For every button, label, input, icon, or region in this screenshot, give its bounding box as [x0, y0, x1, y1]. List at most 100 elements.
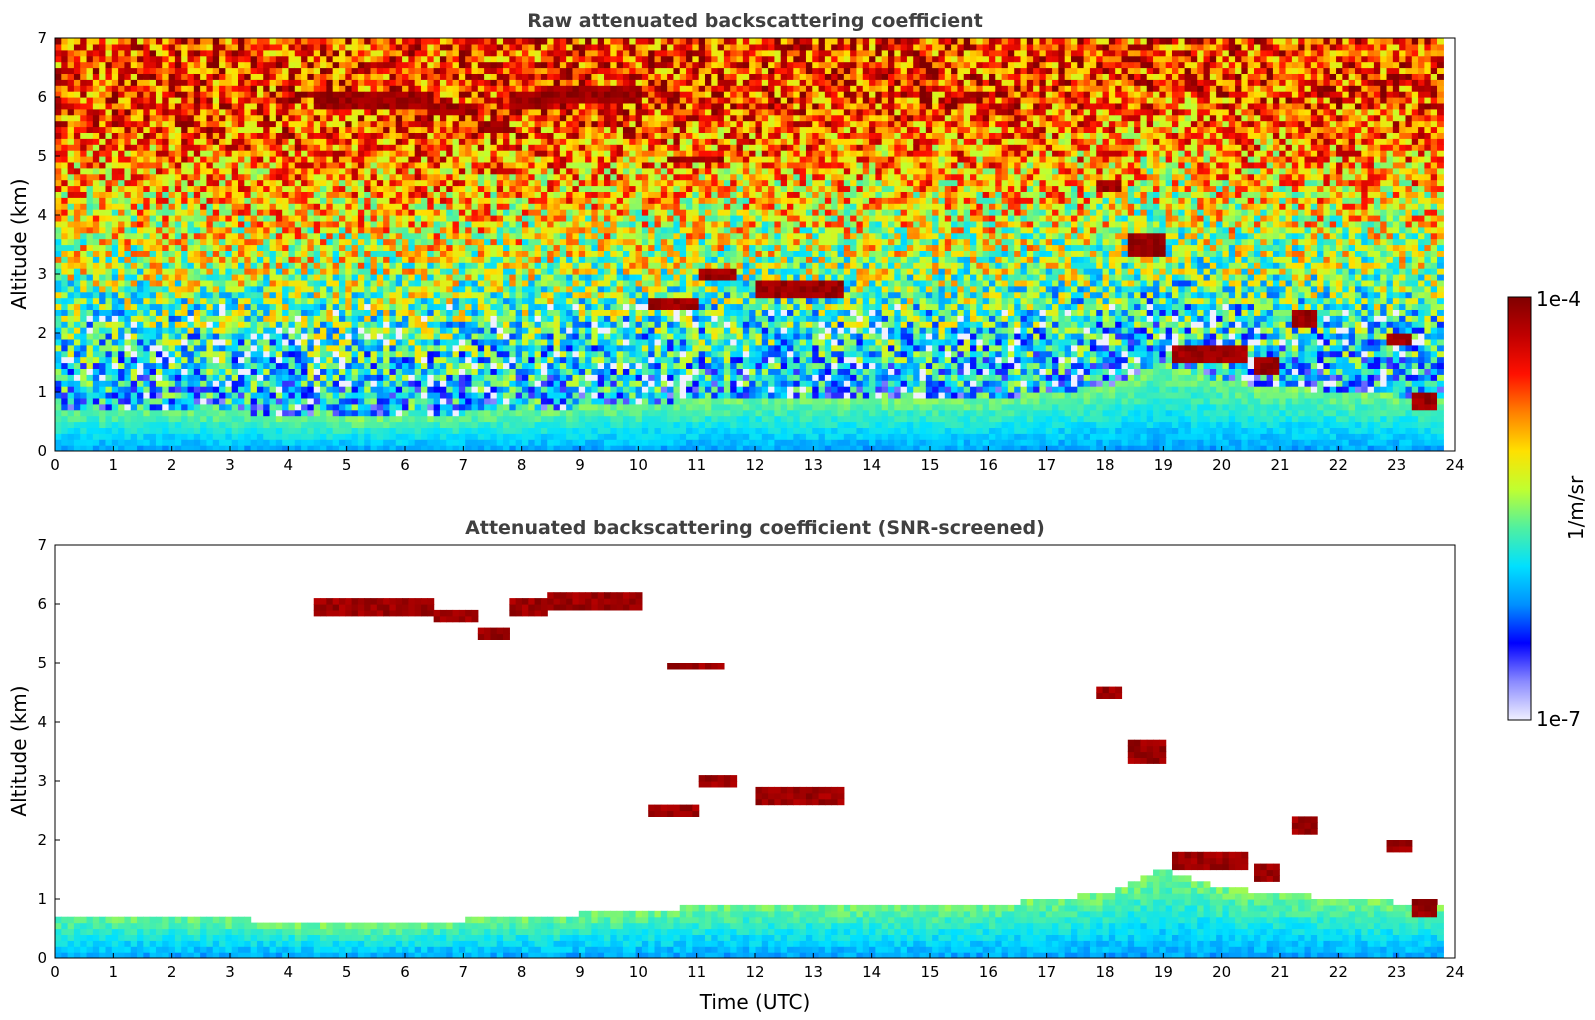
raw-heatmap-cell	[181, 150, 189, 157]
raw-heatmap-cell	[193, 297, 201, 305]
raw-heatmap-cell	[395, 285, 403, 293]
raw-heatmap-cell	[496, 232, 504, 240]
raw-heatmap-cell	[73, 309, 81, 316]
raw-heatmap-cell	[143, 226, 151, 234]
raw-heatmap-cell	[212, 297, 220, 305]
raw-heatmap-cell	[465, 114, 473, 122]
raw-heatmap-cell	[143, 91, 151, 98]
raw-heatmap-cell	[67, 203, 75, 210]
raw-heatmap-cell	[256, 303, 264, 310]
raw-heatmap-cell	[244, 226, 252, 234]
raw-heatmap-cell	[351, 333, 359, 340]
raw-heatmap-cell	[200, 333, 208, 340]
raw-heatmap-cell	[484, 126, 492, 133]
raw-heatmap-cell	[282, 421, 290, 428]
raw-heatmap-cell	[421, 445, 428, 451]
raw-heatmap-cell	[313, 321, 321, 328]
raw-heatmap-cell	[484, 215, 492, 222]
raw-heatmap-cell	[244, 244, 252, 251]
raw-heatmap-cell	[477, 167, 485, 175]
raw-heatmap-cell	[269, 232, 277, 240]
raw-heatmap-cell	[80, 250, 88, 257]
raw-heatmap-cell	[345, 114, 353, 122]
raw-heatmap-cell	[288, 445, 296, 451]
raw-heatmap-cell	[446, 114, 454, 122]
raw-heatmap-cell	[351, 203, 359, 210]
raw-heatmap-cell	[124, 362, 132, 369]
raw-heatmap-cell	[73, 215, 81, 222]
raw-heatmap-cell	[301, 262, 309, 269]
raw-heatmap-cell	[105, 97, 113, 104]
raw-heatmap-cell	[364, 309, 372, 316]
raw-heatmap-cell	[364, 397, 372, 405]
raw-heatmap-cell	[55, 350, 62, 358]
raw-heatmap-cell	[364, 250, 372, 257]
raw-heatmap-cell	[155, 97, 163, 104]
raw-heatmap-cell	[143, 220, 151, 228]
raw-heatmap-cell	[105, 220, 113, 228]
raw-heatmap-cell	[231, 238, 239, 246]
raw-heatmap-cell	[80, 197, 88, 204]
raw-heatmap-cell	[86, 55, 94, 63]
raw-heatmap-cell	[427, 197, 435, 204]
raw-heatmap-cell	[376, 409, 384, 417]
raw-heatmap-cell	[364, 274, 372, 281]
raw-heatmap-cell	[402, 185, 409, 192]
raw-heatmap-cell	[55, 144, 62, 151]
raw-heatmap-cell	[187, 433, 195, 440]
raw-heatmap-cell	[275, 274, 283, 281]
raw-heatmap-cell	[244, 79, 252, 86]
raw-heatmap-cell	[67, 220, 75, 228]
raw-heatmap-cell	[174, 315, 182, 322]
raw-heatmap-cell	[338, 297, 346, 305]
raw-heatmap-cell	[174, 297, 182, 305]
raw-heatmap-cell	[86, 161, 94, 169]
raw-heatmap-cell	[427, 291, 435, 299]
raw-heatmap-cell	[402, 167, 409, 175]
raw-heatmap-cell	[414, 386, 422, 393]
raw-heatmap-cell	[225, 226, 233, 234]
raw-heatmap-cell	[484, 303, 492, 310]
raw-heatmap-cell	[80, 156, 88, 163]
raw-heatmap-cell	[143, 73, 151, 80]
raw-heatmap-cell	[193, 185, 201, 192]
raw-heatmap-cell	[174, 386, 182, 393]
raw-heatmap-cell	[275, 191, 283, 198]
raw-heatmap-cell	[206, 91, 214, 98]
raw-heatmap-cell	[446, 97, 454, 104]
raw-heatmap-cell	[465, 256, 473, 263]
raw-heatmap-cell	[376, 356, 384, 364]
raw-heatmap-cell	[345, 445, 353, 451]
raw-heatmap-cell	[155, 238, 163, 246]
raw-heatmap-cell	[313, 185, 321, 192]
raw-heatmap-cell	[477, 344, 485, 352]
raw-heatmap-cell	[389, 49, 397, 57]
raw-heatmap-cell	[250, 150, 258, 157]
raw-heatmap-cell	[73, 350, 81, 358]
raw-heatmap-cell	[130, 126, 138, 133]
raw-heatmap-cell	[370, 91, 378, 98]
raw-heatmap-cell	[376, 415, 384, 423]
raw-heatmap-cell	[143, 67, 151, 74]
raw-heatmap-cell	[294, 85, 302, 92]
raw-heatmap-cell	[105, 344, 113, 352]
raw-heatmap-cell	[414, 49, 422, 57]
raw-heatmap-cell	[61, 285, 69, 293]
raw-heatmap-cell	[193, 403, 201, 411]
raw-heatmap-cell	[402, 220, 409, 228]
raw-heatmap-cell	[256, 262, 264, 269]
raw-heatmap-cell	[389, 380, 397, 387]
raw-heatmap-cell	[351, 409, 359, 417]
raw-heatmap-cell	[351, 97, 359, 104]
raw-heatmap-cell	[383, 102, 391, 110]
raw-heatmap-cell	[162, 250, 170, 257]
raw-heatmap-cell	[200, 220, 208, 228]
raw-heatmap-cell	[320, 97, 327, 104]
raw-heatmap-cell	[244, 209, 252, 216]
raw-heatmap-cell	[212, 161, 220, 169]
raw-heatmap-cell	[193, 114, 201, 122]
raw-heatmap-cell	[231, 108, 239, 116]
raw-heatmap-cell	[149, 350, 157, 358]
raw-heatmap-cell	[465, 333, 473, 340]
raw-heatmap-cell	[92, 73, 100, 80]
